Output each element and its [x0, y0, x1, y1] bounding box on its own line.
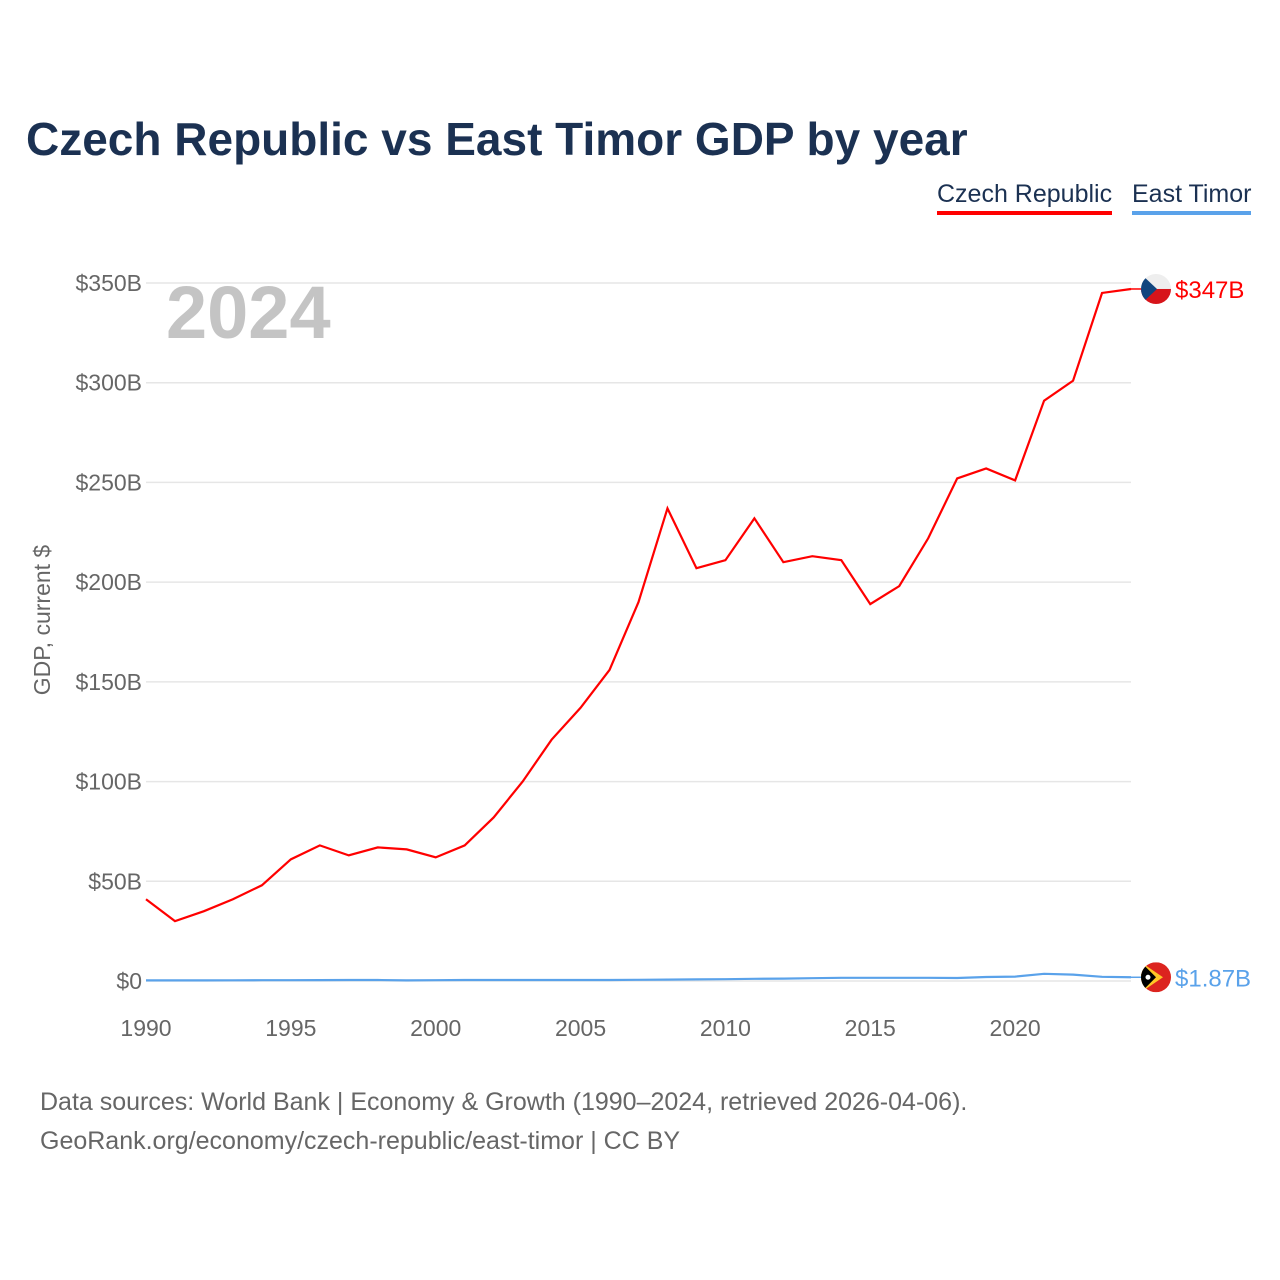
y-tick-label: $250B [75, 469, 142, 495]
footer: Data sources: World Bank | Economy & Gro… [40, 1083, 967, 1161]
x-tick-label: 2020 [990, 1015, 1041, 1041]
year-watermark: 2024 [166, 271, 331, 354]
x-tick-label: 2000 [410, 1015, 461, 1041]
y-tick-label: $100B [75, 769, 142, 795]
y-tick-label: $0 [116, 968, 142, 994]
y-tick-label: $300B [75, 370, 142, 396]
legend-east-timor[interactable]: East Timor [1132, 180, 1252, 215]
series-line-czech-republic[interactable] [145, 287, 1132, 923]
east-timor-flag-icon [1141, 962, 1171, 993]
footer-link[interactable]: GeoRank.org/economy/czech-republic/east-… [40, 1127, 681, 1155]
y-tick-label: $50B [88, 868, 142, 894]
chart-title: Czech Republic vs East Timor GDP by year [26, 113, 968, 165]
legend-czech-republic[interactable]: Czech Republic [937, 180, 1113, 215]
x-tick-label: 1990 [120, 1015, 171, 1041]
end-value-label: $1.87B [1175, 965, 1251, 992]
x-tick-label: 2005 [555, 1015, 606, 1041]
footer-source: Data sources: World Bank | Economy & Gro… [40, 1088, 968, 1116]
series-line-east-timor[interactable] [146, 972, 1132, 982]
czech-flag-icon [1141, 273, 1171, 304]
x-tick-label: 2010 [700, 1015, 751, 1041]
end-value-label: $347B [1175, 277, 1244, 304]
y-tick-label: $150B [75, 669, 142, 695]
x-tick-label: 1995 [265, 1015, 316, 1041]
x-tick-label: 2015 [845, 1015, 896, 1041]
y-tick-label: $200B [75, 569, 142, 595]
y-tick-label: $350B [75, 270, 142, 296]
y-axis-label: GDP, current $ [29, 545, 55, 696]
